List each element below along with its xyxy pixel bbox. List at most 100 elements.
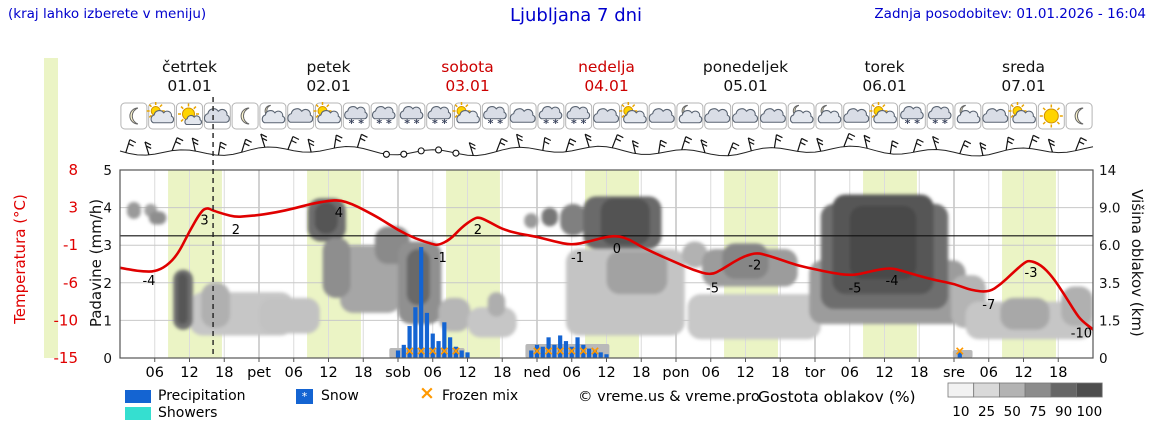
- showers-label: Showers: [158, 405, 218, 421]
- temp-value-label: -5: [848, 281, 861, 296]
- day-date: 04.01: [584, 77, 628, 95]
- svg-text:3: 3: [68, 199, 78, 217]
- temp-value-label: 2: [474, 223, 482, 238]
- precip-bar: [430, 333, 435, 358]
- temp-value-label: -4: [142, 274, 155, 289]
- day-date: 06.01: [862, 77, 906, 95]
- x-tick-label: 12: [1014, 365, 1032, 381]
- precip-axis-ticks: 5 4 3 2 1 0: [103, 163, 112, 367]
- x-tick-label: pet: [247, 365, 271, 381]
- x-tick-label: 06: [146, 365, 164, 381]
- x-tick-label: 06: [424, 365, 442, 381]
- cloud-blob: [524, 213, 539, 229]
- weather-icons: * * * * * * * * * * * * * * * * * *: [120, 102, 1093, 130]
- cloud-axis-ticks: 14 9.0 6.0 3.5 1.5 0: [1099, 163, 1120, 367]
- precip-bar: [436, 341, 441, 358]
- precip-bar: [465, 352, 470, 358]
- day-name: četrtek: [162, 58, 217, 76]
- temp-value-label: -5: [706, 281, 719, 296]
- x-tick-label: 06: [980, 365, 998, 381]
- cloud-density-ticks: 10 25 50 75 90 100: [952, 404, 1102, 420]
- cloud-blob: [606, 250, 668, 295]
- cloud-blob: [148, 211, 167, 225]
- svg-text:5: 5: [103, 163, 112, 179]
- precip-bar: [529, 350, 534, 358]
- precip-bar: [442, 322, 447, 358]
- x-tick-label: 18: [771, 365, 789, 381]
- precip-bar: [604, 354, 609, 358]
- cloud-density-label: Gostota oblakov (%): [758, 388, 916, 406]
- left-accent-strip: [44, 58, 58, 358]
- cloud-density-scale: [947, 382, 1103, 398]
- precip-bar: [459, 350, 464, 358]
- x-tick-label: 12: [736, 365, 754, 381]
- x-tick-label: 18: [910, 365, 928, 381]
- snow-label: Snow: [321, 388, 359, 404]
- weather-icon-cloud-sun: [313, 102, 342, 130]
- calm-wind-circle: [382, 150, 390, 158]
- svg-text:* *: * *: [932, 117, 948, 130]
- svg-text:2: 2: [103, 276, 112, 292]
- weather-icon-cloud-snow: * *: [398, 102, 426, 130]
- precip-bar: [407, 326, 412, 358]
- calm-wind-circle: [417, 147, 425, 155]
- x-tick-label: 06: [285, 365, 303, 381]
- snow-swatch: *: [296, 389, 313, 404]
- precip-bar: [558, 335, 563, 358]
- svg-text:25: 25: [978, 404, 995, 420]
- day-name: sobota: [441, 58, 493, 76]
- weather-icon-cloud-moon: [954, 102, 982, 130]
- svg-text:75: 75: [1029, 404, 1046, 420]
- temp-value-label: 0: [613, 242, 621, 257]
- copyright-link[interactable]: © vreme.us & vreme.pro: [578, 389, 760, 405]
- temp-value-label: -3: [1025, 266, 1038, 281]
- calm-wind-circle: [452, 149, 460, 157]
- svg-text:-15: -15: [54, 349, 79, 367]
- svg-text:* *: * *: [349, 117, 365, 130]
- x-tick-label: pon: [662, 365, 689, 381]
- precipitation-swatch: [125, 390, 151, 403]
- weather-icon-cloud-snow: * *: [370, 102, 398, 130]
- cloud-blob: [314, 201, 338, 234]
- x-tick-label: 12: [597, 365, 615, 381]
- svg-text:1: 1: [103, 313, 112, 329]
- x-tick-label: 12: [180, 365, 198, 381]
- day-date: 07.01: [1001, 77, 1045, 95]
- cloud-blob: [259, 297, 320, 334]
- cloud-blob: [467, 307, 517, 338]
- precip-bar: [448, 337, 453, 358]
- x-tick-label: 12: [458, 365, 476, 381]
- svg-text:90: 90: [1055, 404, 1072, 420]
- day-name: nedelja: [578, 58, 635, 76]
- weather-icon-cloud-snow: * *: [926, 102, 954, 130]
- weather-icon-moon: [231, 102, 259, 130]
- weather-icon-cloud-snow: * *: [537, 102, 565, 130]
- svg-text:100: 100: [1076, 404, 1102, 420]
- cloud-blob: [438, 297, 471, 332]
- svg-text:0: 0: [1099, 351, 1108, 367]
- svg-text:* *: * *: [432, 117, 448, 130]
- day-date: 03.01: [445, 77, 489, 95]
- svg-text:3: 3: [103, 238, 112, 254]
- weather-icon-cloud-sun: [1008, 102, 1037, 130]
- frozen-mix-label: Frozen mix: [442, 388, 519, 404]
- precip-bar: [598, 352, 603, 358]
- x-tick-label: sre: [943, 365, 965, 381]
- last-update: Zadnja posodobitev: 01.01.2026 - 16:04: [874, 6, 1146, 22]
- cloud-blob: [849, 205, 917, 280]
- svg-text:6.0: 6.0: [1099, 238, 1120, 254]
- temp-value-label: 3: [200, 214, 208, 229]
- weather-icon-cloud: [843, 102, 871, 130]
- day-date: 01.01: [167, 77, 211, 95]
- frozen-mix-markers: [405, 347, 964, 355]
- svg-text:* *: * *: [905, 117, 921, 130]
- weather-icon-cloud: [287, 102, 315, 130]
- temp-value-label: -1: [434, 251, 447, 266]
- svg-text:1.5: 1.5: [1099, 313, 1120, 329]
- cloud-blob: [722, 243, 769, 280]
- day-name: torek: [864, 58, 904, 76]
- day-name: ponedeljek: [703, 58, 788, 76]
- precip-bar: [453, 346, 459, 358]
- weather-icon-moon: [120, 102, 148, 130]
